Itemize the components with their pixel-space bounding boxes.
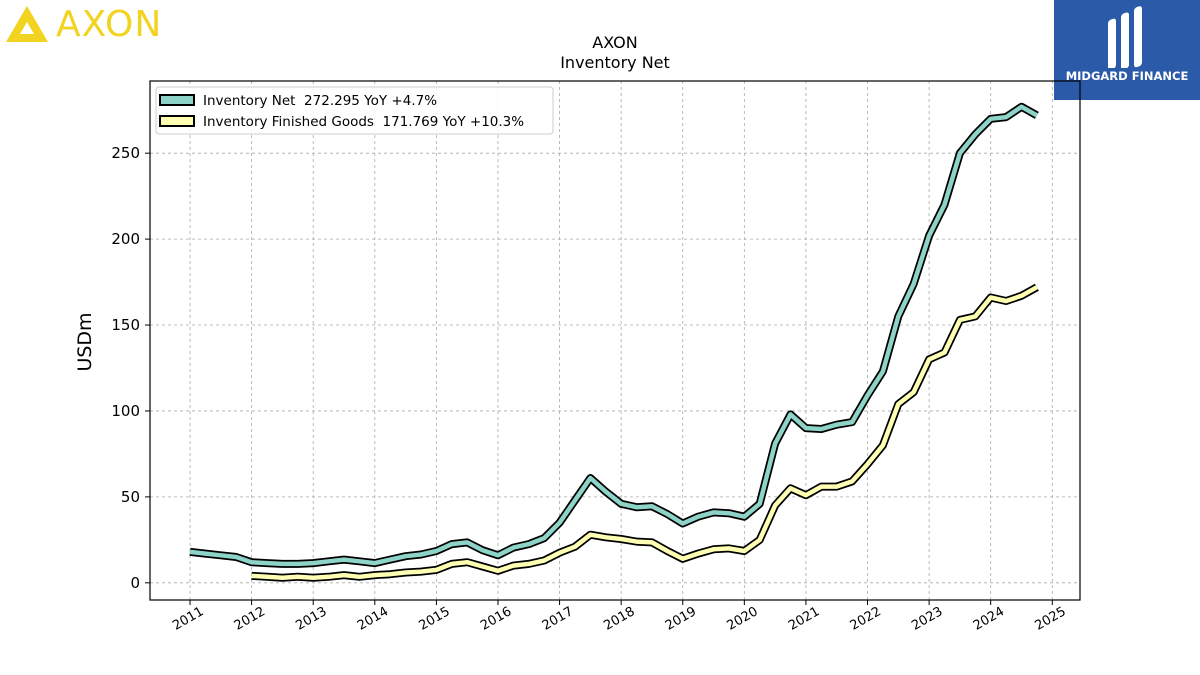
legend: Inventory Net 272.295 YoY +4.7% Inventory… bbox=[155, 86, 554, 135]
legend-label: Inventory Finished Goods 171.769 YoY +10… bbox=[203, 114, 524, 130]
x-tick-label: 2023 bbox=[909, 604, 945, 634]
legend-swatch bbox=[159, 94, 195, 106]
x-tick-label: 2021 bbox=[786, 604, 822, 634]
x-tick-label: 2022 bbox=[848, 604, 884, 634]
x-tick-label: 2017 bbox=[540, 604, 576, 634]
y-axis-label: USDm bbox=[74, 312, 96, 371]
axon-triangle-icon bbox=[6, 6, 48, 42]
chart-title: AXON bbox=[592, 33, 637, 52]
chart-subtitle: Inventory Net bbox=[560, 53, 670, 72]
series-layer bbox=[189, 102, 1039, 582]
y-axis: 0 50 100 150 200 250 bbox=[111, 144, 150, 592]
x-axis: 2011 2012 2013 2014 2015 2016 2017 2018 2019 2020… bbox=[170, 600, 1069, 634]
midgard-finance-logo: MIDGARD FINANCE bbox=[1054, 0, 1200, 100]
y-tick-label: 50 bbox=[121, 488, 140, 506]
legend-box bbox=[155, 86, 554, 135]
plot-frame bbox=[149, 80, 1081, 601]
axon-logo: AXON bbox=[4, 4, 184, 46]
series-line bbox=[251, 285, 1038, 580]
x-tick-label: 2015 bbox=[417, 604, 453, 634]
series-line bbox=[189, 104, 1038, 567]
x-tick-label: 2012 bbox=[232, 604, 268, 634]
y-tick-label: 200 bbox=[111, 230, 140, 248]
x-tick-label: 2020 bbox=[725, 604, 761, 634]
y-tick-label: 150 bbox=[111, 316, 140, 334]
y-tick-label: 0 bbox=[130, 574, 140, 592]
y-tick-label: 250 bbox=[111, 144, 140, 162]
midgard-logo-text: MIDGARD FINANCE bbox=[1065, 69, 1189, 83]
x-tick-label: 2014 bbox=[355, 604, 391, 634]
x-tick-label: 2011 bbox=[170, 604, 206, 634]
x-tick-label: 2016 bbox=[478, 604, 514, 634]
axon-logo-text: AXON bbox=[56, 4, 163, 45]
grid-lines bbox=[150, 81, 1080, 600]
midgard-emblem-icon bbox=[1108, 6, 1142, 70]
x-tick-label: 2025 bbox=[1032, 604, 1068, 634]
x-tick-label: 2019 bbox=[663, 604, 699, 634]
x-tick-label: 2018 bbox=[601, 604, 637, 634]
x-tick-label: 2013 bbox=[293, 604, 329, 634]
legend-swatch bbox=[159, 115, 195, 127]
series-line-outline bbox=[251, 283, 1039, 582]
y-tick-label: 100 bbox=[111, 402, 140, 420]
x-tick-label: 2024 bbox=[971, 604, 1007, 634]
legend-label: Inventory Net 272.295 YoY +4.7% bbox=[203, 93, 437, 109]
